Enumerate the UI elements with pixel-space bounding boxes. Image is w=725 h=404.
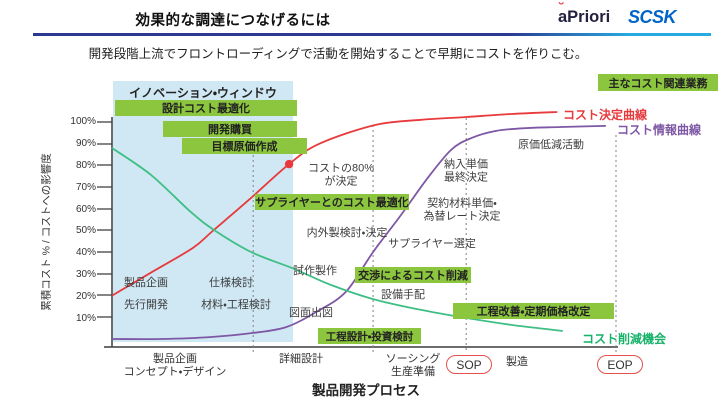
annotation-product-planning: 製品企画 [124,276,168,289]
task-bar-process-improvement-price-revision: 工程改善・定期価格改定 [453,303,614,319]
curve-label-cost-information: コスト情報曲線 [617,123,702,137]
annotation-contract-price-fx: 契約材料単価・ 為替レート決定 [423,197,501,223]
annotation-make-or-buy: 内外製検討・決定 [306,226,388,239]
task-bar-process-design-investment: 工程設計・投資検討 [318,328,421,344]
stage-manufacturing: 製造 [506,356,528,368]
annotation-cost-80pct-decided: コストの80% が決定 [307,162,375,188]
annotation-final-unit-price: 納入単価 最終決定 [444,158,488,184]
annotation-material-process-study: 材料・工程検討 [201,298,271,311]
y-tick: 20% [75,291,96,302]
annotation-prototype-build: 試作製作 [293,264,337,277]
annotation-cost-reduction-activity: 原価低減活動 [518,138,584,151]
apriori-logo: ˘ aPriori [558,0,611,27]
task-bar-target-cost-creation: 目標原価作成 [182,138,307,154]
stage-product-planning-concept-design: 製品企画 コンセプト・デザイン [123,353,227,378]
annotation-advance-development: 先行開発 [124,298,168,311]
apriori-breve-icon: ˘ [559,0,564,17]
annotation-drawing-release: 図面出図 [289,306,333,319]
y-axis-title: 累積コスト % / コストへの影響度 [40,153,53,311]
x-axis-title: 製品開発プロセス [312,383,420,398]
y-tick: 30% [75,269,96,281]
y-tick: 10% [75,312,96,324]
y-tick: 70% [75,181,96,193]
task-bar-negotiation-cost-reduction: 交渉によるコスト削減 [355,267,471,283]
axes-lines [104,117,618,348]
annotation-supplier-selection: サプライヤー選定 [388,237,476,250]
y-tick: 50% [75,225,96,237]
curve-label-cost-determination: コスト決定曲線 [563,108,648,122]
y-axis-tick-labels: 100% 90% 80% 70% 60% 50% 40% 30% 20% 10% [62,116,96,324]
stage-detailed-design: 詳細設計 [279,353,323,365]
milestone-sop: SOP [446,355,492,374]
title-underline [33,33,711,36]
task-bar-supplier-cost-optimization: サプライヤーとのコスト最適化 [255,194,409,210]
y-tick: 60% [75,203,96,215]
task-bar-development-purchasing: 開発購買 [163,121,297,137]
innovation-window-label: イノベーション・ウィンドウ [129,86,277,100]
y-axis-ticks [97,121,112,318]
apriori-logo-text: ˘ aPriori [558,0,611,26]
page-title: 効果的な調達につなげるには [135,13,331,29]
task-bar-design-cost-optimization: 設計コスト最適化 [115,100,297,116]
scsk-logo: SCSK [628,7,677,27]
y-tick: 80% [75,159,96,171]
y-tick: 40% [75,247,96,259]
annotation-equipment-arrangement: 設備手配 [381,288,425,301]
y-tick: 90% [75,137,96,149]
legend-main-cost-related-tasks: 主なコスト関連業務 [598,74,718,91]
stage-sourcing-production-prep: ソーシング 生産準備 [385,353,441,378]
curve-information [111,125,606,341]
annotation-spec-study: 仕様検討 [209,276,253,289]
curve-label-cost-reduction-opportunity: コスト削減機会 [582,332,667,346]
milestone-eop: EOP [597,355,643,374]
slide-subtitle: 開発段階上流でフロントローディングで活動を開始することで早期にコストを作りこむ。 [88,47,588,61]
y-tick: 100% [70,116,96,127]
key-point-dot [284,159,294,169]
